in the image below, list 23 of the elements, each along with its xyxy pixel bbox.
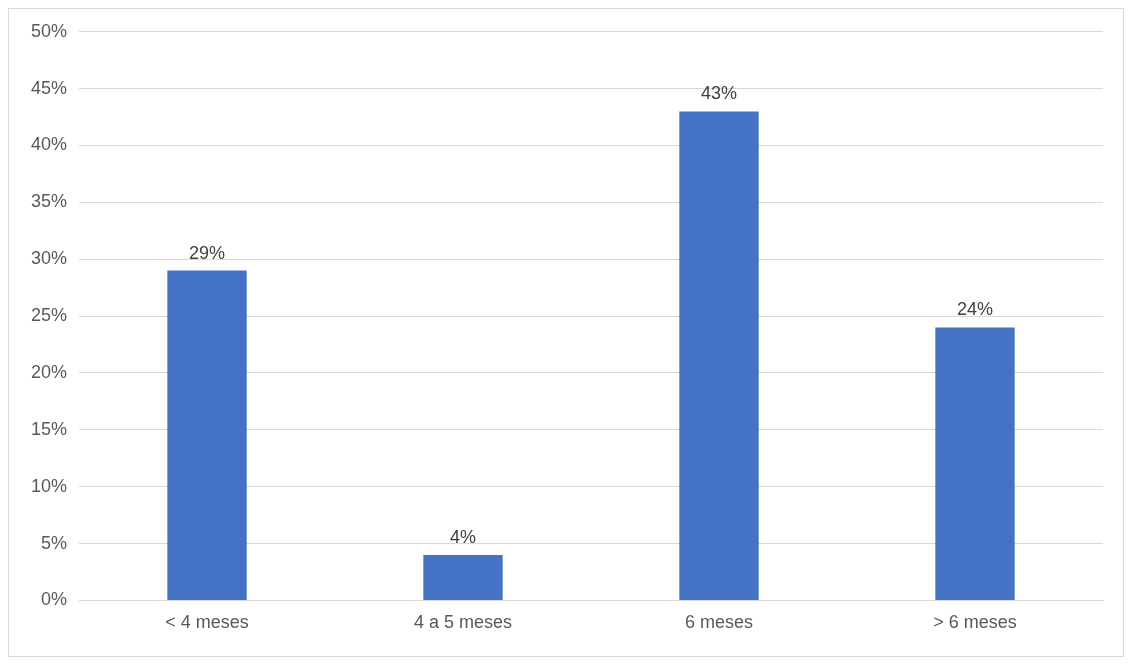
x-tick-label: < 4 meses	[165, 612, 249, 633]
y-tick-label: 25%	[31, 305, 68, 326]
data-label: 43%	[700, 83, 738, 104]
y-tick-label: 15%	[31, 418, 68, 439]
bar	[167, 270, 247, 600]
y-tick-label: 50%	[31, 20, 68, 41]
data-label: 24%	[956, 299, 994, 320]
data-label: 29%	[189, 242, 226, 263]
y-tick-label: 10%	[31, 475, 68, 496]
y-tick-label: 40%	[31, 134, 68, 155]
x-tick-label: 4 a 5 meses	[413, 612, 513, 633]
y-tick-label: 30%	[31, 248, 68, 269]
y-tick-label: 20%	[31, 361, 68, 382]
y-tick-label: 5%	[41, 532, 68, 553]
y-tick-label: 45%	[31, 77, 68, 98]
x-tick-label: 6 meses	[684, 612, 754, 633]
data-label: 4%	[450, 526, 477, 547]
y-tick-label: 0%	[41, 589, 68, 610]
x-tick-label: > 6 meses	[933, 612, 1017, 633]
y-tick-label: 35%	[31, 191, 68, 212]
bar	[679, 111, 759, 600]
bar	[935, 327, 1015, 600]
bar	[423, 554, 503, 600]
